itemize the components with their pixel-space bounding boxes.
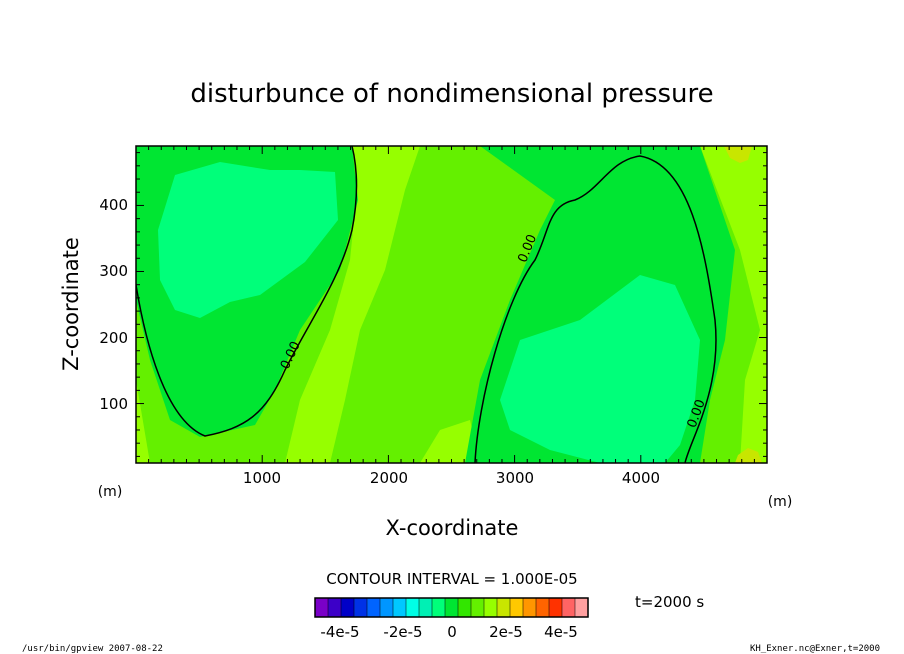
- yellow-band-left: [285, 146, 420, 463]
- y-tick-label-300: 300: [99, 262, 128, 280]
- colorbar-cell: [327, 597, 342, 618]
- x-tick-label-4000: 4000: [622, 469, 660, 487]
- colorbar-cell: [483, 597, 498, 618]
- chart-title: disturbunce of nondimensional pressure: [190, 79, 713, 109]
- colorbar-label-2e5: 2e-5: [489, 623, 523, 641]
- footer-left: /usr/bin/gpview 2007-08-22: [22, 644, 163, 654]
- colorbar-cell: [509, 597, 524, 618]
- plot-area: [136, 146, 767, 463]
- contour-interval-text: CONTOUR INTERVAL = 1.000E-05: [326, 570, 577, 588]
- x-unit-label: (m): [768, 494, 793, 510]
- colorbar-cell: [457, 597, 472, 618]
- colorbar: [314, 597, 589, 618]
- y-tick-label-400: 400: [99, 196, 128, 214]
- colorbar-cell: [561, 597, 576, 618]
- colorbar-cell: [496, 597, 511, 618]
- colorbar-cell: [470, 597, 485, 618]
- colorbar-cell: [522, 597, 537, 618]
- colorbar-cell: [548, 597, 563, 618]
- colorbar-cell: [379, 597, 394, 618]
- colorbar-cell: [431, 597, 446, 618]
- colorbar-label-4e5: 4e-5: [544, 623, 578, 641]
- contour-zero-left: [136, 146, 358, 437]
- colorbar-cell: [353, 597, 368, 618]
- x-tick-label-3000: 3000: [496, 469, 534, 487]
- colorbar-frame: [314, 597, 589, 618]
- footer-right: KH_Exner.nc@Exner,t=2000: [750, 644, 880, 654]
- lime-blob-top-right: [724, 146, 752, 163]
- colorbar-cell: [392, 597, 407, 618]
- contour-zero-right: [474, 155, 717, 463]
- y-tick-label-100: 100: [99, 395, 128, 413]
- colorbar-cell: [574, 597, 589, 618]
- colorbar-cell: [418, 597, 433, 618]
- core-left: [158, 162, 338, 318]
- yellow-band-bottom: [420, 420, 480, 463]
- colorbar-label-m2e5: -2e-5: [383, 623, 422, 641]
- y-unit-label: (m): [98, 484, 123, 500]
- colorbar-cell: [366, 597, 381, 618]
- y-axis-title: Z-coordinate: [59, 237, 83, 371]
- x-axis-title: X-coordinate: [386, 516, 519, 540]
- core-right: [500, 275, 700, 463]
- colorbar-cell: [444, 597, 459, 618]
- colorbar-label-0: 0: [447, 623, 457, 641]
- colorbar-cell: [535, 597, 550, 618]
- y-tick-label-200: 200: [99, 329, 128, 347]
- colorbar-cell: [405, 597, 420, 618]
- colorbar-label-m4e5: -4e-5: [320, 623, 359, 641]
- axis-ticks: [136, 146, 767, 463]
- colorbar-cell: [340, 597, 355, 618]
- x-tick-label-2000: 2000: [370, 469, 408, 487]
- x-tick-label-1000: 1000: [243, 469, 281, 487]
- yellow-edge-left: [136, 380, 150, 463]
- time-label: t=2000 s: [635, 593, 704, 611]
- yellow-band-right: [700, 146, 767, 463]
- colorbar-cell: [314, 597, 329, 618]
